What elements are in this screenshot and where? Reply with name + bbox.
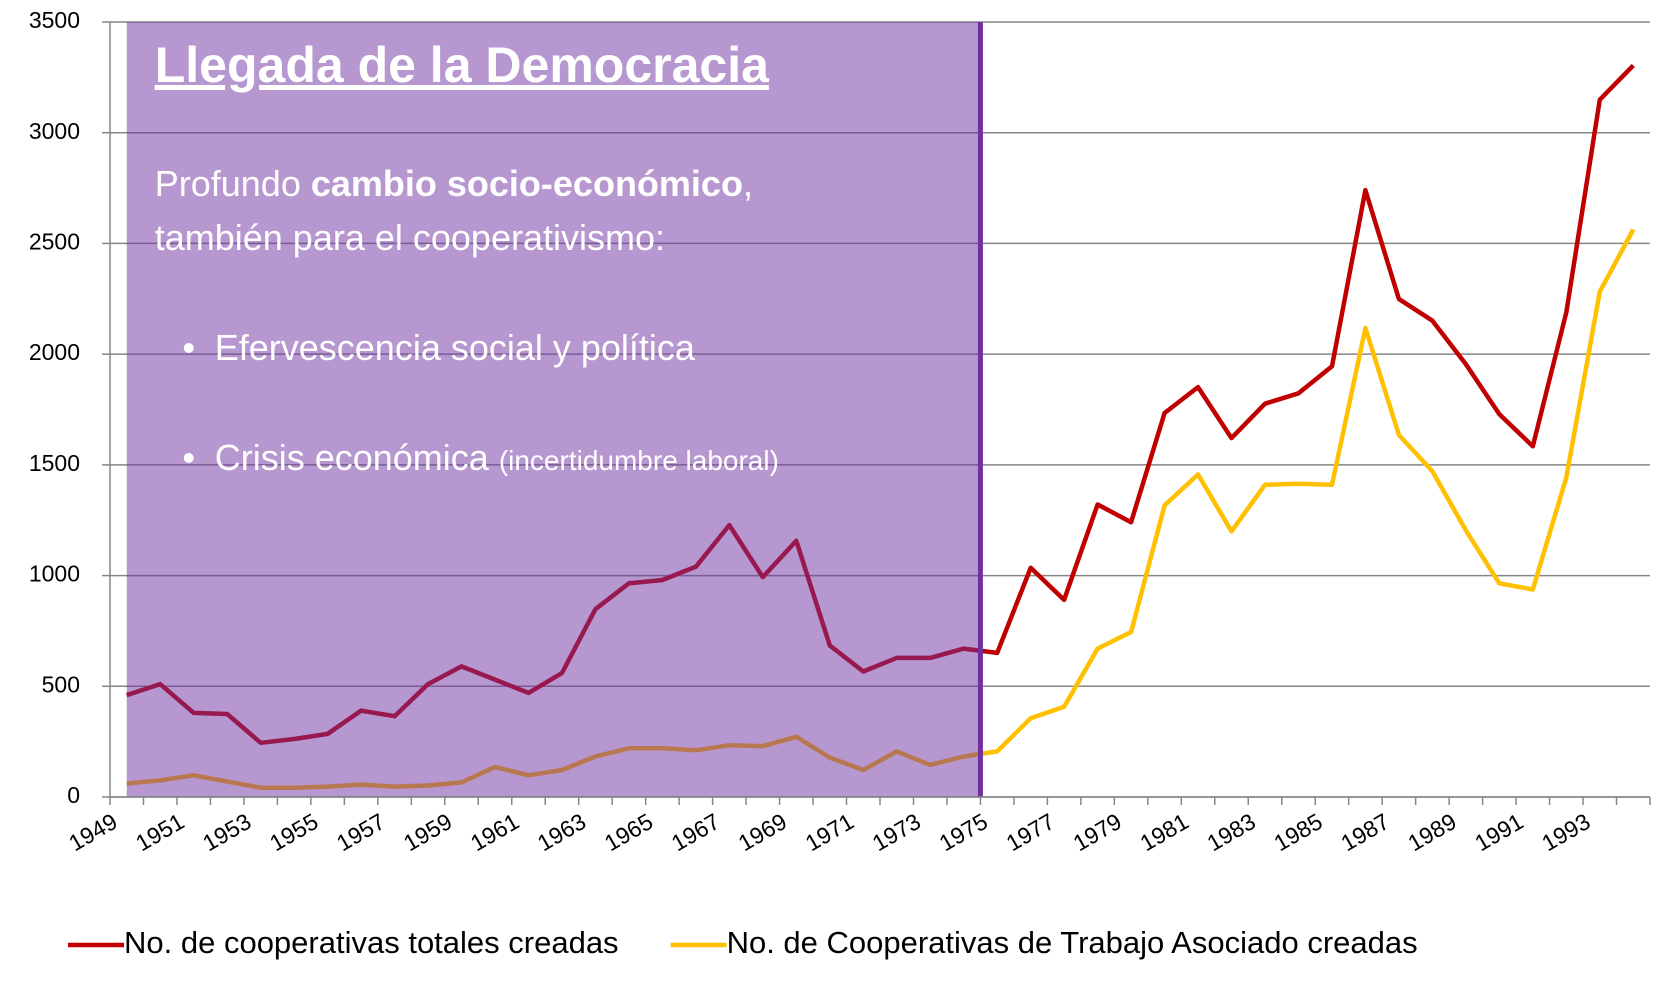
legend-label: No. de cooperativas totales creadas bbox=[124, 925, 619, 960]
y-tick-label: 500 bbox=[42, 671, 80, 697]
x-tick-label: 1965 bbox=[600, 808, 657, 856]
legend-label: No. de Cooperativas de Trabajo Asociado … bbox=[727, 925, 1418, 960]
x-tick-label: 1987 bbox=[1336, 808, 1393, 856]
y-tick-label: 3500 bbox=[29, 7, 80, 33]
bullet-text: Crisis económica (incertidumbre laboral) bbox=[215, 437, 779, 478]
x-tick-label: 1989 bbox=[1403, 808, 1460, 856]
x-tick-label: 1981 bbox=[1136, 808, 1193, 856]
annotation-text-bold: cambio socio-económico bbox=[311, 163, 743, 204]
y-tick-label: 3000 bbox=[29, 118, 80, 144]
overlay: Llegada de la Democracia Profundo cambio … bbox=[126, 22, 983, 797]
annotation-text-start: Profundo bbox=[155, 163, 311, 204]
x-tick-label: 1961 bbox=[466, 808, 523, 856]
x-tick-label: 1959 bbox=[399, 808, 456, 856]
annotation-text: Profundo cambio socio-económico, bbox=[155, 163, 753, 204]
overlay-box bbox=[126, 22, 981, 797]
x-tick-label: 1967 bbox=[667, 808, 724, 856]
bullet-dot bbox=[183, 343, 194, 353]
annotation-text-line2: también para el cooperativismo: bbox=[155, 217, 665, 258]
x-tick-label: 1949 bbox=[64, 808, 121, 856]
bullet-dot bbox=[183, 453, 194, 463]
y-tick-label: 2500 bbox=[29, 229, 80, 255]
y-tick-label: 0 bbox=[67, 782, 80, 808]
x-tick-label: 1977 bbox=[1002, 808, 1059, 856]
x-tick-label: 1957 bbox=[332, 808, 389, 856]
x-tick-label: 1979 bbox=[1069, 808, 1126, 856]
x-tick-label: 1991 bbox=[1470, 808, 1527, 856]
bullet-note: (incertidumbre laboral) bbox=[499, 445, 779, 476]
legend: No. de cooperativas totales creadas No. d… bbox=[68, 925, 1418, 960]
x-tick-label: 1969 bbox=[734, 808, 791, 856]
annotation-text-end: , bbox=[743, 163, 753, 204]
y-tick-label: 2000 bbox=[29, 339, 80, 365]
x-tick-label: 1963 bbox=[533, 808, 590, 856]
x-tick-label: 1953 bbox=[198, 808, 255, 856]
bullet-main: Crisis económica bbox=[215, 437, 490, 478]
bullet-text: Efervescencia social y política bbox=[215, 327, 696, 368]
x-tick-label: 1955 bbox=[265, 808, 322, 856]
y-tick-label: 1500 bbox=[29, 450, 80, 476]
x-tick-label: 1971 bbox=[801, 808, 858, 856]
x-tick-label: 1985 bbox=[1269, 808, 1326, 856]
y-tick-label: 1000 bbox=[29, 561, 80, 587]
x-tick-label: 1975 bbox=[935, 808, 992, 856]
x-tick-label: 1993 bbox=[1537, 808, 1594, 856]
annotation-title: Llegada de la Democracia bbox=[155, 37, 770, 93]
x-tick-label: 1973 bbox=[868, 808, 925, 856]
x-tick-label: 1951 bbox=[131, 808, 188, 856]
x-tick-label: 1983 bbox=[1202, 808, 1259, 856]
bullet-main: Efervescencia social y política bbox=[215, 327, 696, 368]
